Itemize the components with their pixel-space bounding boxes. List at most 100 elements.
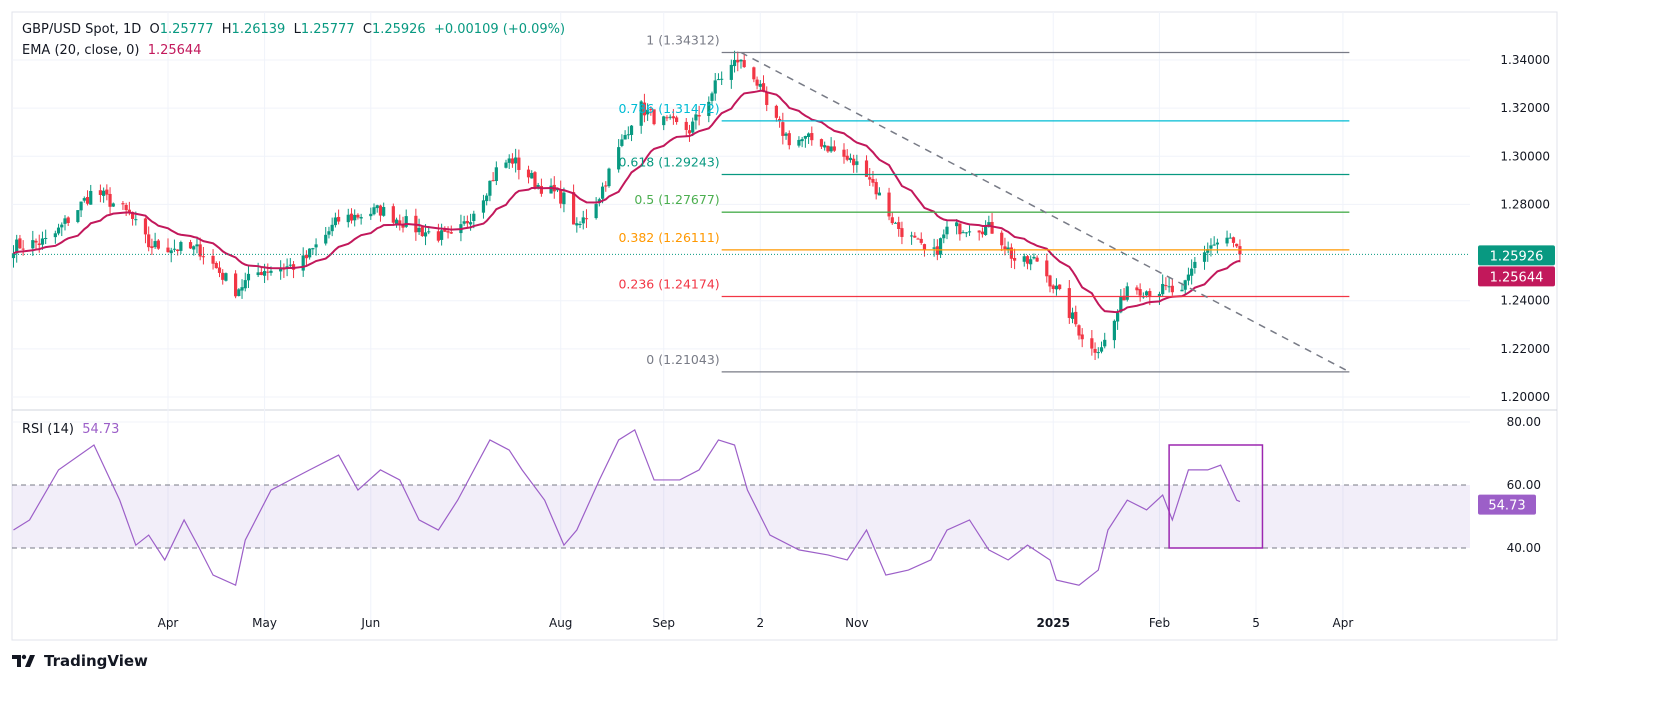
candle-body (575, 223, 579, 226)
candle (1215, 238, 1219, 254)
candle (188, 239, 193, 249)
candle (938, 237, 943, 259)
candle-body (214, 262, 218, 269)
candle (1058, 284, 1062, 291)
candle (787, 130, 791, 150)
candle (214, 261, 218, 269)
candle-body (761, 83, 766, 92)
candle-body (353, 214, 357, 221)
candle-body (1058, 284, 1062, 289)
candle (852, 154, 856, 173)
candle (391, 203, 395, 226)
rsi-legend[interactable]: RSI (14) 54.73 (22, 422, 119, 437)
symbol-label[interactable]: GBP/USD Spot, 1D (22, 22, 142, 37)
candle (1209, 238, 1213, 257)
candle (31, 230, 35, 256)
candle-body (871, 178, 875, 183)
candle-body (491, 180, 495, 182)
candle (504, 159, 508, 169)
candle (1235, 243, 1239, 249)
candle-body (1070, 312, 1075, 319)
candle (868, 167, 872, 186)
candle-body (1012, 257, 1017, 261)
candle-body (15, 239, 19, 254)
candle (1183, 279, 1187, 295)
candle-body (752, 67, 756, 80)
tradingview-logo[interactable]: TradingView (12, 652, 148, 670)
candle-body (211, 255, 215, 264)
candle-body (1190, 268, 1194, 276)
candle-body (980, 231, 985, 235)
candle (82, 196, 86, 203)
candle-body (423, 232, 428, 237)
candle (1009, 243, 1013, 269)
candle (697, 105, 701, 126)
candle-body (417, 228, 421, 233)
candle-body (60, 224, 64, 228)
candle-body (1022, 256, 1026, 262)
candle (942, 229, 946, 244)
candle (246, 265, 251, 288)
candle (349, 208, 354, 224)
candle (256, 262, 260, 278)
candle-body (832, 146, 836, 151)
candle (668, 114, 672, 120)
candle-body (288, 264, 292, 266)
candle (66, 216, 70, 226)
candle (629, 124, 634, 142)
candle (63, 215, 67, 231)
candle (21, 240, 25, 256)
price-tick-label: 1.20000 (1500, 390, 1550, 404)
candle-body (427, 231, 431, 233)
candle-body (784, 133, 788, 136)
candle-body (143, 218, 148, 235)
candle-body (156, 240, 160, 249)
candle-body (803, 135, 807, 139)
candle-body (308, 248, 312, 258)
candle (984, 220, 988, 236)
close-value: 1.25926 (371, 22, 426, 37)
candle-body (221, 272, 225, 280)
ema-price-tag: 1.25644 (1490, 270, 1544, 285)
candle-body (1045, 260, 1049, 277)
candle-body (758, 83, 762, 87)
candle (945, 220, 949, 240)
candle (1096, 347, 1100, 359)
candle-body (1048, 275, 1052, 287)
candle-body (874, 182, 878, 195)
candle-body (916, 238, 920, 240)
candle-body (494, 167, 498, 182)
candle-body (1206, 249, 1210, 253)
candle-body (53, 233, 57, 238)
ema-legend[interactable]: EMA (20, close, 0) 1.25644 (22, 43, 201, 58)
candle (1157, 291, 1162, 305)
candle-body (266, 271, 270, 273)
candle-body (765, 91, 769, 105)
candle (913, 232, 917, 238)
candle-body (382, 207, 386, 216)
candle (1012, 248, 1017, 270)
candle (169, 247, 173, 263)
candle-body (958, 223, 962, 235)
rsi-tick-label: 80.00 (1507, 415, 1541, 429)
candle (485, 193, 489, 206)
candle-body (291, 264, 296, 270)
candle (964, 232, 968, 238)
candle (646, 103, 650, 121)
time-tick-label: Feb (1149, 616, 1170, 630)
candle-body (1003, 246, 1007, 250)
candle-body (82, 198, 86, 201)
candle (85, 190, 90, 206)
candle-body (40, 238, 45, 245)
candle-body (481, 200, 486, 213)
candle-body (1180, 289, 1184, 292)
candle-body (198, 244, 202, 257)
candle-body (130, 211, 135, 219)
candle-body (468, 222, 473, 225)
candle-body (510, 158, 515, 164)
candle (211, 249, 215, 270)
rsi-value: 54.73 (82, 422, 120, 437)
candle-body (707, 101, 711, 116)
candle-body (401, 224, 405, 228)
